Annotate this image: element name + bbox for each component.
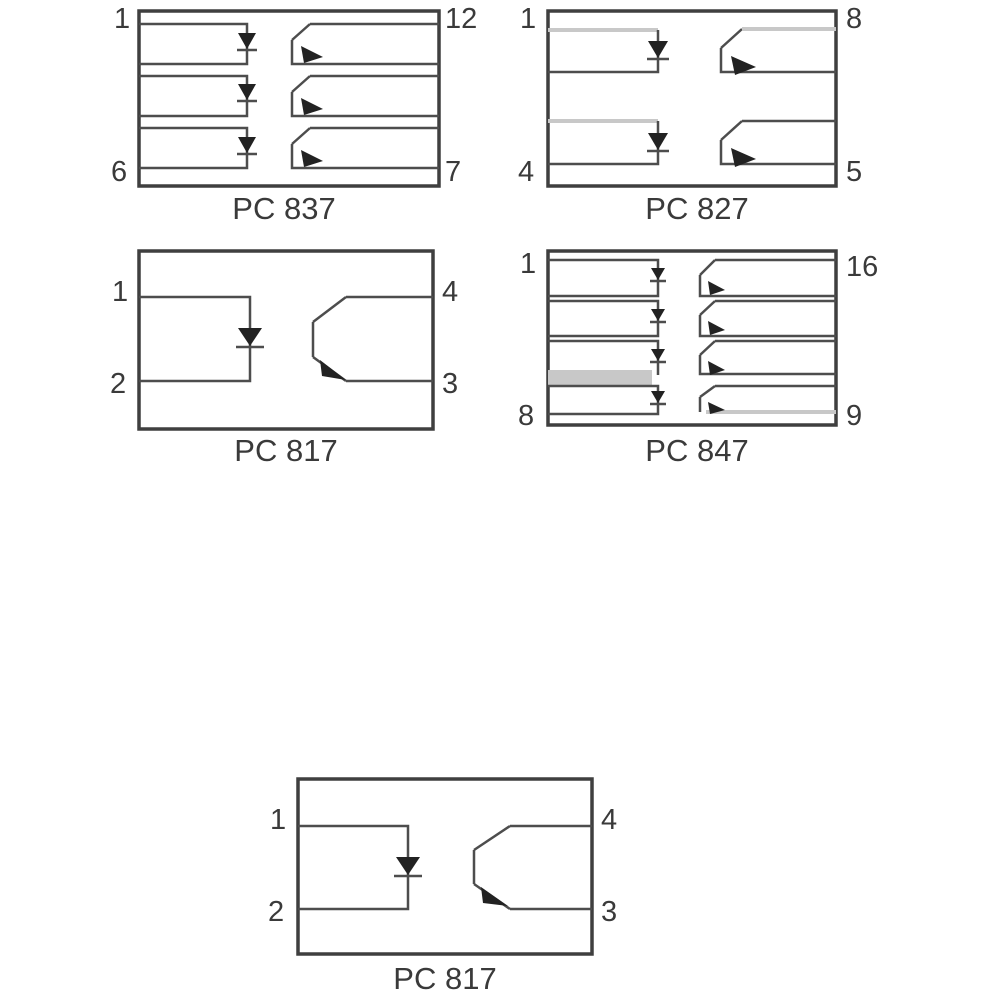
package-pc817-large: 1 4 2 3 PC 817: [268, 777, 617, 996]
channel-1: [139, 295, 433, 383]
part-number: PC 847: [645, 433, 748, 468]
channel-2: [139, 74, 439, 118]
package-outline: [546, 9, 838, 188]
pin-label-top-right: 12: [445, 3, 477, 35]
pin-label-top-right: 4: [601, 804, 617, 836]
pin-label-top-right: 8: [846, 3, 862, 35]
package-pc847: 1 16 8 9 PC 847: [518, 248, 878, 468]
package-outline: [137, 249, 435, 431]
part-number: PC 817: [393, 961, 496, 996]
pin-label-bottom-left: 8: [518, 400, 534, 432]
channel-1: [548, 27, 836, 75]
pin-label-bottom-right: 9: [846, 400, 862, 432]
channel-1: [548, 258, 836, 298]
pin-label-top-right: 16: [846, 251, 878, 283]
channel-2: [548, 299, 836, 338]
pin-label-top-left: 1: [520, 248, 536, 280]
pin-label-top-left: 1: [270, 804, 286, 836]
channel-4: [548, 384, 836, 416]
pin-label-top-right: 4: [442, 276, 458, 308]
pin-label-bottom-right: 7: [445, 156, 461, 188]
pin-label-bottom-right: 3: [442, 368, 458, 400]
pin-label-top-left: 1: [520, 3, 536, 35]
pin-label-bottom-right: 5: [846, 156, 862, 188]
pin-label-bottom-right: 3: [601, 896, 617, 928]
channel-3: [548, 339, 836, 386]
channel-1: [298, 824, 592, 911]
channel-3: [139, 126, 439, 170]
pin-label-bottom-left: 4: [518, 156, 534, 188]
pin-label-top-left: 1: [112, 276, 128, 308]
package-outline: [546, 249, 838, 427]
package-outline: [137, 9, 441, 188]
package-pc817-small: 1 4 2 3 PC 817: [110, 249, 458, 468]
pin-label-bottom-left: 6: [111, 156, 127, 188]
part-number: PC 837: [232, 191, 335, 226]
part-number: PC 827: [645, 191, 748, 226]
part-number: PC 817: [234, 433, 337, 468]
pin-label-top-left: 1: [114, 3, 130, 35]
pin-label-bottom-left: 2: [110, 368, 126, 400]
package-pc827: 1 8 4 5 PC 827: [518, 3, 862, 226]
pin-label-bottom-left: 2: [268, 896, 284, 928]
package-pc837: 1 12 6 7 PC 837: [111, 3, 477, 226]
package-outline: [296, 777, 594, 956]
channel-1: [139, 22, 439, 66]
channel-2: [548, 119, 836, 167]
